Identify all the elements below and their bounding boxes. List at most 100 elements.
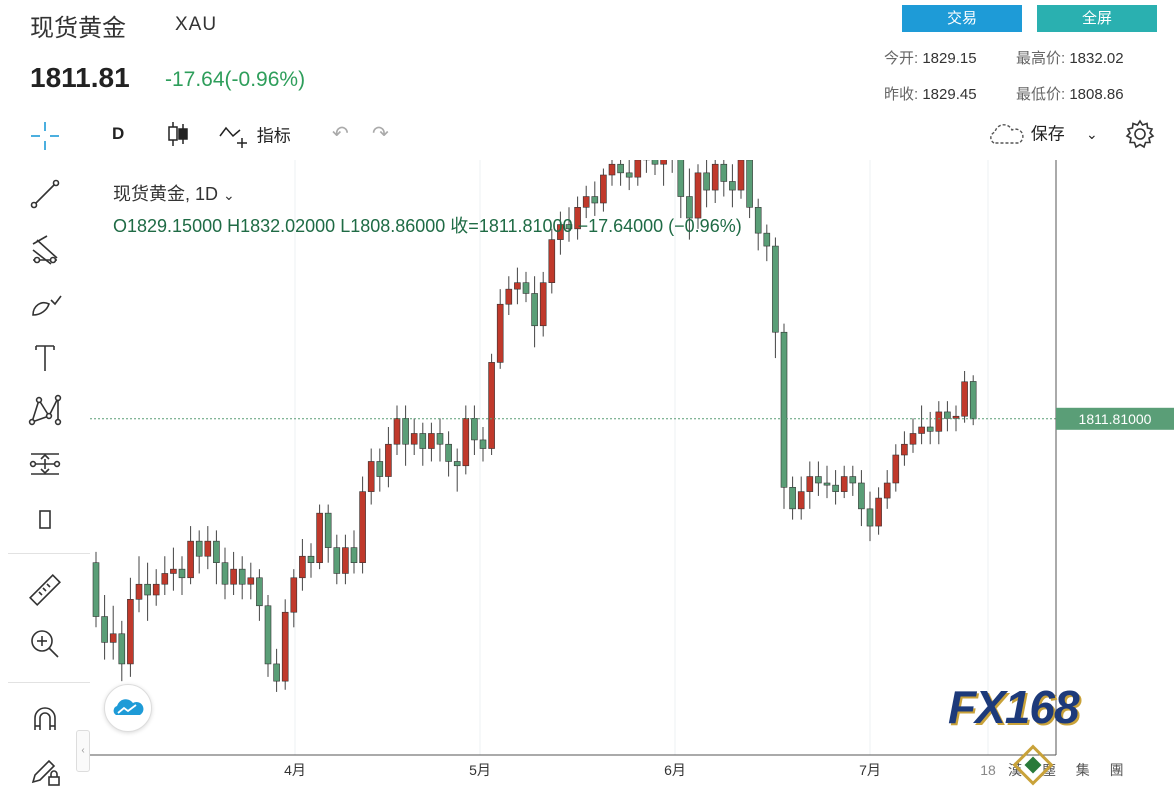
price-change: -17.64(-0.96%)	[165, 68, 306, 91]
undo-button[interactable]: ↶	[332, 112, 349, 156]
candle-body	[823, 482, 831, 486]
trend-line-tool[interactable]	[22, 174, 68, 214]
candlestick-icon	[168, 122, 188, 146]
candle-body	[729, 181, 736, 191]
instrument-symbol: XAU	[175, 14, 218, 35]
candle-body	[428, 433, 435, 449]
pattern-tool[interactable]	[22, 390, 68, 430]
candle-body	[617, 163, 624, 174]
ruler-tool[interactable]	[22, 570, 68, 610]
candle-body	[453, 461, 461, 467]
candle-body	[436, 433, 444, 445]
candle-body	[170, 568, 177, 574]
settings-button[interactable]	[1124, 118, 1156, 150]
candle-body	[350, 547, 358, 563]
x-tick-label: 7月	[859, 762, 881, 778]
candle-body	[316, 512, 323, 563]
zoom-tool[interactable]	[22, 624, 68, 664]
candle-body	[608, 163, 616, 176]
tradingview-logo-button[interactable]	[104, 684, 152, 732]
ruler-toggle-tool[interactable]	[22, 500, 68, 540]
trend-line-icon	[30, 179, 60, 209]
candle-body	[651, 160, 659, 165]
candle-body	[230, 568, 237, 585]
pattern-icon	[28, 394, 62, 426]
candle-body	[307, 555, 315, 563]
high-value: 1832.02	[1069, 50, 1124, 67]
save-button[interactable]: 保存	[986, 120, 1065, 148]
candle-body	[367, 461, 375, 492]
candle-body	[419, 433, 427, 449]
open-stat: 今开: 1829.15	[884, 47, 977, 68]
x-tick-label: 5月	[469, 762, 491, 778]
candle-body	[393, 418, 401, 445]
candle-body	[625, 172, 633, 178]
gear-icon	[1125, 119, 1155, 149]
candle-body	[445, 443, 452, 462]
candle-body	[634, 160, 642, 178]
candle-body	[539, 282, 547, 327]
crosshair-tool[interactable]	[22, 116, 68, 156]
candle-body	[565, 224, 573, 230]
candle-body	[410, 433, 418, 445]
candle-body	[342, 547, 349, 574]
candle-body	[763, 232, 771, 247]
save-menu-chevron[interactable]: ⌄	[1086, 112, 1098, 156]
candle-body	[256, 577, 263, 607]
candle-body	[333, 547, 341, 574]
candle-body	[849, 476, 857, 484]
indicators-button[interactable]: 指标	[218, 120, 291, 148]
candle-body	[944, 411, 951, 419]
candle-body	[746, 160, 753, 208]
candle-body	[582, 196, 590, 208]
candle-body	[883, 482, 891, 499]
candle-body	[488, 362, 495, 449]
fib-levels-icon	[29, 453, 61, 475]
trade-button[interactable]: 交易	[902, 5, 1022, 32]
crosshair-icon	[31, 122, 59, 150]
price-chart[interactable]: 1811.81000 4月 5月 6月 7月 18	[90, 160, 1174, 795]
current-price: 1811.81	[30, 62, 130, 93]
candle-body	[772, 245, 779, 333]
brush-tool[interactable]	[22, 284, 68, 324]
save-label: 保存	[1030, 124, 1065, 144]
lock-drawing-tool[interactable]	[22, 752, 68, 792]
candle-body	[221, 562, 229, 585]
pitchfork-tool[interactable]	[22, 230, 68, 270]
fx168-watermark: FX168 漢 塵 集 團	[948, 680, 1124, 786]
series-legend[interactable]: 现货黄金, 1D ⌄	[113, 180, 235, 206]
candle-body	[780, 331, 788, 488]
candle-body	[600, 174, 607, 204]
candle-body	[324, 512, 332, 548]
pitchfork-icon	[32, 235, 58, 265]
candle-body	[118, 633, 126, 665]
chart-toolbar: D 指标 ↶ ↷ 保存 ⌄	[90, 112, 1174, 156]
text-tool[interactable]	[22, 338, 68, 378]
candle-body	[522, 282, 530, 294]
measure-tool[interactable]	[22, 444, 68, 484]
chevron-down-icon: ⌄	[1086, 126, 1098, 142]
redo-button[interactable]: ↷	[372, 112, 389, 156]
fullscreen-button[interactable]: 全屏	[1037, 5, 1157, 32]
candle-body	[273, 663, 280, 682]
candle-body	[918, 426, 925, 434]
candle-body	[127, 599, 134, 665]
candle-body	[385, 443, 392, 477]
candle-body	[866, 508, 874, 527]
interval-selector[interactable]: D	[112, 124, 125, 143]
candle-body	[961, 381, 968, 417]
collapse-sidebar-handle[interactable]: ‹	[76, 730, 90, 772]
candle-body	[660, 160, 667, 165]
candle-body	[531, 293, 538, 327]
candle-body	[514, 282, 521, 290]
candle-body	[204, 540, 212, 557]
candle-body	[178, 568, 186, 579]
redo-icon: ↷	[372, 123, 389, 145]
magnet-tool[interactable]	[22, 700, 68, 740]
chart-type-button[interactable]	[166, 120, 190, 148]
candle-body	[591, 196, 599, 204]
last-price-tag-text: 1811.81000	[1079, 411, 1152, 427]
ohlc-readout: O1829.15000 H1832.02000 L1808.86000 收=18…	[113, 216, 742, 236]
chart-grid	[294, 160, 989, 755]
candle-body	[471, 418, 478, 441]
